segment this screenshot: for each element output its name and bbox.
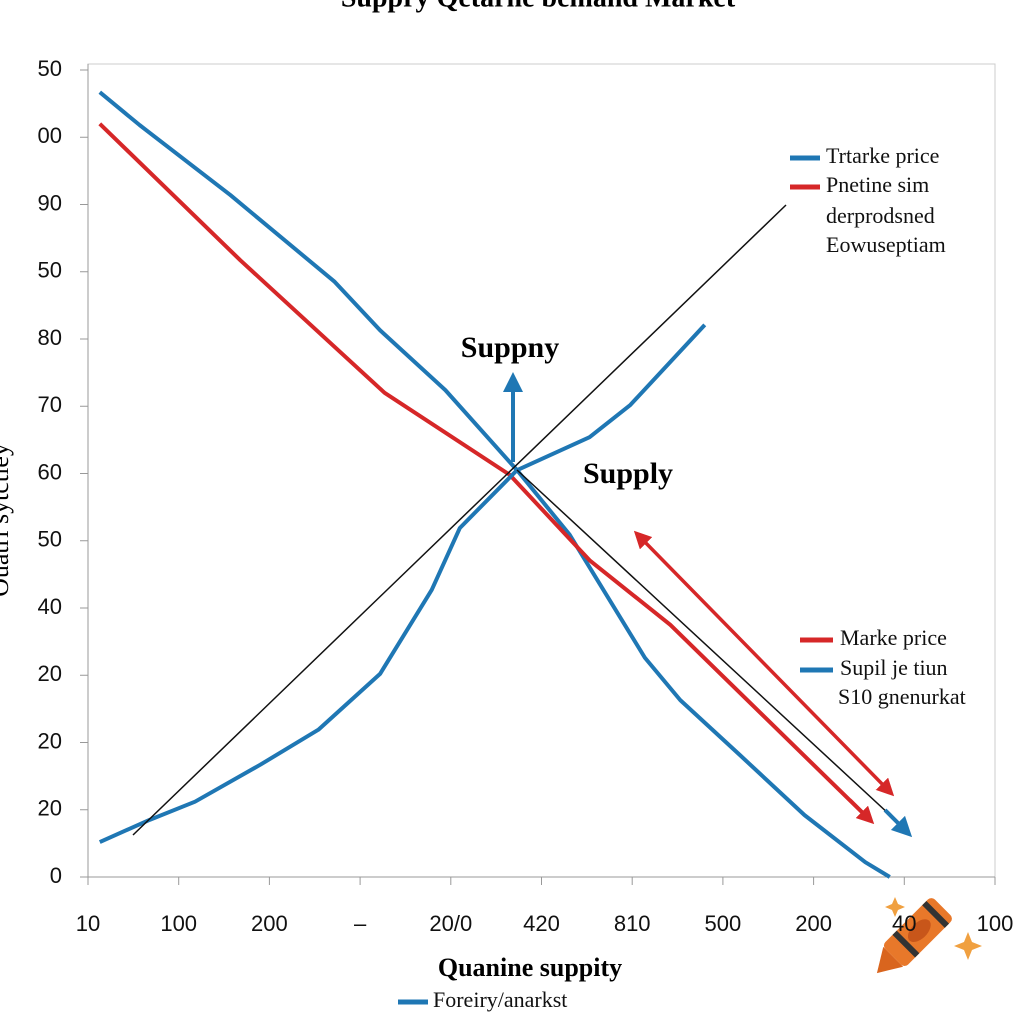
x-tick-label: 100 bbox=[977, 911, 1014, 936]
x-tick-label: 420 bbox=[523, 911, 560, 936]
x-tick-label: 200 bbox=[251, 911, 288, 936]
arrow bbox=[848, 798, 875, 825]
x-tick-label: 100 bbox=[160, 911, 197, 936]
y-tick-label: 20 bbox=[38, 796, 62, 821]
y-tick-label: 40 bbox=[38, 594, 62, 619]
chart-title: Suppry Qetarne bemand Market bbox=[341, 0, 736, 13]
series-line bbox=[98, 90, 891, 879]
y-tick-label: 00 bbox=[38, 123, 62, 148]
annotation: Suppny bbox=[461, 331, 559, 364]
legend-text: S10 gnenurkat bbox=[838, 684, 966, 709]
legend-text: derprodsned bbox=[826, 203, 935, 228]
sparkle bbox=[885, 897, 905, 917]
series-line bbox=[98, 122, 872, 822]
legend-text: Pnetine sim bbox=[826, 172, 929, 197]
plot-area bbox=[98, 90, 891, 879]
y-tick-label: 60 bbox=[38, 459, 62, 484]
x-axis-label: Quanine suppity bbox=[438, 953, 622, 982]
crayon-icon bbox=[876, 898, 952, 974]
y-tick-label: 90 bbox=[38, 190, 62, 215]
arrow bbox=[883, 808, 913, 838]
x-tick-label: 20/0 bbox=[429, 911, 472, 936]
guide-line bbox=[132, 204, 787, 836]
sparkle bbox=[954, 932, 982, 960]
x-tick-label: 500 bbox=[705, 911, 742, 936]
arrow bbox=[633, 530, 895, 797]
legend-text: Eowuseptiam bbox=[826, 232, 946, 257]
y-tick-label: 0 bbox=[50, 863, 62, 888]
series-line bbox=[98, 323, 707, 844]
x-tick-label: 810 bbox=[614, 911, 651, 936]
legend-text: Marke price bbox=[840, 625, 947, 650]
y-tick-label: 70 bbox=[38, 392, 62, 417]
x-tick-label: 200 bbox=[795, 911, 832, 936]
y-tick-label: 80 bbox=[38, 325, 62, 350]
y-tick-label: 50 bbox=[38, 527, 62, 552]
x-tick-label: – bbox=[354, 911, 367, 936]
y-tick-label: 50 bbox=[38, 56, 62, 81]
footer-legend: Foreiry/anarkst bbox=[433, 987, 567, 1012]
guide-line bbox=[516, 469, 891, 816]
x-tick-label: 40 bbox=[892, 911, 916, 936]
y-tick-label: 50 bbox=[38, 258, 62, 283]
legend-text: Trtarke price bbox=[826, 143, 939, 168]
y-tick-label: 20 bbox=[38, 661, 62, 686]
y-tick-label: 20 bbox=[38, 728, 62, 753]
y-axis-label: Ouatrl sytctiey bbox=[0, 443, 14, 597]
legend-text: Supil je tiun bbox=[840, 655, 948, 680]
annotation: Supply bbox=[583, 457, 673, 490]
x-tick-label: 10 bbox=[76, 911, 100, 936]
